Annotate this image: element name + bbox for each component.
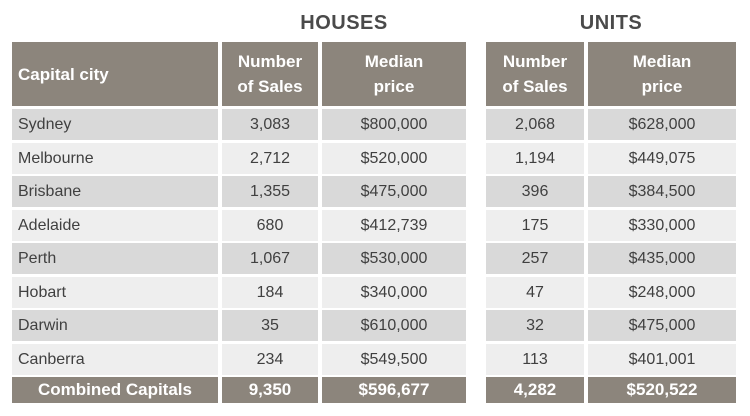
header-house-sales: Number of Sales xyxy=(222,42,318,106)
header-unit-sales-line2: of Sales xyxy=(502,74,567,99)
cell-unit-sales: 32 xyxy=(486,310,584,341)
header-unit-price-line1: Median xyxy=(633,49,692,74)
cell-house-sales: 1,355 xyxy=(222,176,318,207)
header-house-sales-line2: of Sales xyxy=(237,74,302,99)
header-capital-city-label: Capital city xyxy=(18,62,109,87)
cell-city: Perth xyxy=(12,243,218,274)
cell-city: Canberra xyxy=(12,344,218,375)
cell-city: Sydney xyxy=(12,109,218,140)
cell-unit-sales: 113 xyxy=(486,344,584,375)
total-house-price: $596,677 xyxy=(322,377,466,403)
cell-house-price: $800,000 xyxy=(322,109,466,140)
header-house-price: Median price xyxy=(322,42,466,106)
cell-house-sales: 3,083 xyxy=(222,109,318,140)
cell-unit-price: $449,075 xyxy=(588,143,736,174)
cell-unit-price: $401,001 xyxy=(588,344,736,375)
cell-unit-price: $330,000 xyxy=(588,210,736,241)
total-unit-sales: 4,282 xyxy=(486,377,584,403)
total-city: Combined Capitals xyxy=(12,377,218,403)
cell-house-sales: 35 xyxy=(222,310,318,341)
cell-city: Brisbane xyxy=(12,176,218,207)
cell-house-sales: 680 xyxy=(222,210,318,241)
cell-house-price: $520,000 xyxy=(322,143,466,174)
header-unit-price-line2: price xyxy=(633,74,692,99)
cell-house-price: $530,000 xyxy=(322,243,466,274)
header-unit-sales-line1: Number xyxy=(502,49,567,74)
cell-house-sales: 1,067 xyxy=(222,243,318,274)
cell-unit-sales: 2,068 xyxy=(486,109,584,140)
header-unit-price: Median price xyxy=(588,42,736,106)
cell-unit-sales: 396 xyxy=(486,176,584,207)
cell-city: Hobart xyxy=(12,277,218,308)
units-group-title: UNITS xyxy=(486,12,736,36)
houses-group-title: HOUSES xyxy=(222,12,466,36)
cell-unit-sales: 47 xyxy=(486,277,584,308)
header-unit-sales: Number of Sales xyxy=(486,42,584,106)
cell-house-price: $475,000 xyxy=(322,176,466,207)
header-house-price-line2: price xyxy=(365,74,424,99)
cell-house-price: $340,000 xyxy=(322,277,466,308)
cell-unit-sales: 175 xyxy=(486,210,584,241)
cell-city: Melbourne xyxy=(12,143,218,174)
cell-house-sales: 184 xyxy=(222,277,318,308)
cell-unit-price: $248,000 xyxy=(588,277,736,308)
cell-house-price: $549,500 xyxy=(322,344,466,375)
header-house-price-line1: Median xyxy=(365,49,424,74)
cell-unit-price: $384,500 xyxy=(588,176,736,207)
cell-house-sales: 2,712 xyxy=(222,143,318,174)
total-house-sales: 9,350 xyxy=(222,377,318,403)
cell-unit-price: $475,000 xyxy=(588,310,736,341)
cell-house-price: $610,000 xyxy=(322,310,466,341)
cell-city: Darwin xyxy=(12,310,218,341)
cell-house-sales: 234 xyxy=(222,344,318,375)
header-house-sales-line1: Number xyxy=(237,49,302,74)
header-capital-city: Capital city xyxy=(12,42,218,106)
cell-unit-price: $435,000 xyxy=(588,243,736,274)
cell-city: Adelaide xyxy=(12,210,218,241)
total-unit-price: $520,522 xyxy=(588,377,736,403)
cell-unit-price: $628,000 xyxy=(588,109,736,140)
cell-unit-sales: 257 xyxy=(486,243,584,274)
cell-house-price: $412,739 xyxy=(322,210,466,241)
cell-unit-sales: 1,194 xyxy=(486,143,584,174)
